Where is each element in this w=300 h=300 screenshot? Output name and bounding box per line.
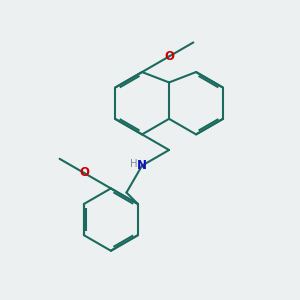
Text: N: N xyxy=(137,159,147,172)
Text: O: O xyxy=(164,50,174,63)
Text: H: H xyxy=(130,159,137,169)
Text: O: O xyxy=(79,166,89,179)
